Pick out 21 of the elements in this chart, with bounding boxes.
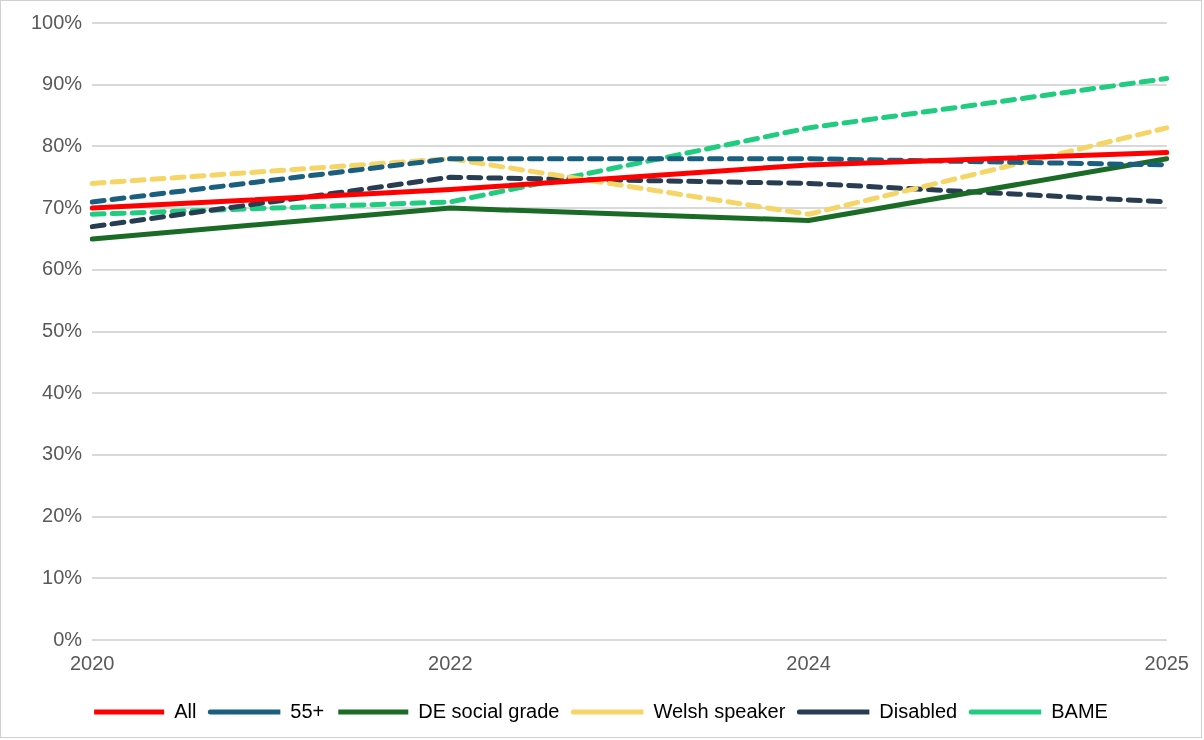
y-tick-label: 20%	[42, 504, 83, 527]
y-tick-label: 40%	[42, 380, 83, 403]
x-tick-label: 2024	[786, 651, 831, 674]
x-tick-label: 2025	[1144, 651, 1189, 674]
y-tick-label: 0%	[53, 627, 83, 650]
y-tick-label: 10%	[42, 565, 83, 588]
legend-label: Welsh speaker	[653, 699, 786, 722]
y-tick-label: 100%	[31, 10, 83, 33]
y-tick-label: 90%	[42, 72, 83, 95]
y-tick-label: 30%	[42, 442, 83, 465]
legend-label: 55+	[290, 699, 325, 722]
x-tick-label: 2020	[69, 651, 115, 674]
legend-label: Disabled	[879, 699, 958, 722]
y-tick-label: 80%	[42, 133, 83, 156]
legend-label: DE social grade	[418, 699, 560, 722]
y-tick-label: 50%	[42, 319, 83, 342]
x-tick-label: 2022	[428, 651, 473, 674]
legend-label: BAME	[1051, 699, 1108, 722]
y-tick-label: 60%	[42, 257, 83, 280]
legend-label: All	[174, 699, 197, 722]
y-tick-label: 70%	[42, 195, 83, 218]
